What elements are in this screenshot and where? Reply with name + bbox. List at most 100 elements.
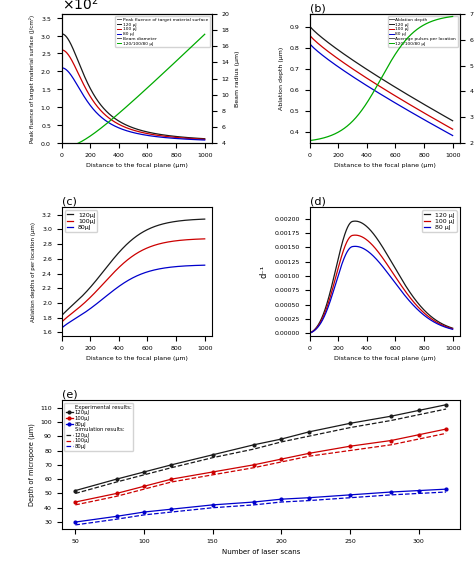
80μJ	[347, 494, 353, 501]
100 μJ	[450, 126, 456, 132]
80 μJ	[370, 252, 375, 259]
100μJ	[443, 426, 449, 432]
100 μJ	[307, 330, 312, 337]
120μJ	[306, 433, 311, 440]
120 μJ	[405, 286, 411, 293]
100μJ	[170, 238, 176, 245]
80μJ	[388, 488, 394, 495]
80μJ	[173, 263, 179, 270]
120μJ	[388, 417, 394, 424]
Line: 120 μJ: 120 μJ	[310, 221, 453, 333]
120 μJ	[202, 135, 208, 142]
120μJ	[169, 464, 174, 471]
80 μJ	[421, 116, 427, 123]
Text: (e): (e)	[62, 389, 77, 400]
120 μJ	[365, 224, 370, 230]
80μJ	[169, 509, 174, 516]
100μJ	[169, 479, 174, 486]
100 μJ	[405, 100, 410, 107]
80μJ	[416, 487, 421, 494]
100μJ	[416, 431, 421, 438]
100μJ	[278, 458, 284, 465]
80μJ	[251, 501, 257, 508]
80μJ	[59, 325, 64, 332]
120μJ	[443, 406, 449, 413]
Legend: Ablation depth, 120 μJ, 100 μJ, 80 μJ, Average pulses per location, 120/100/80 μ: Ablation depth, 120 μJ, 100 μJ, 80 μJ, A…	[388, 16, 457, 47]
Legend: 120μJ, 100μJ, 80μJ: 120μJ, 100μJ, 80μJ	[65, 211, 97, 232]
Line: 100μJ: 100μJ	[75, 434, 446, 505]
120μJ	[443, 401, 449, 408]
120 μJ	[117, 118, 122, 125]
100 μJ	[421, 109, 427, 116]
80μJ	[210, 504, 216, 511]
120μJ	[251, 441, 257, 448]
100 μJ	[450, 325, 456, 332]
120 μJ	[419, 303, 424, 310]
100μJ	[388, 437, 394, 444]
100μJ	[210, 469, 216, 475]
Line: 100μJ: 100μJ	[74, 428, 447, 503]
120μJ	[59, 312, 64, 319]
Y-axis label: Depth of micropore (μm): Depth of micropore (μm)	[28, 423, 35, 506]
120 μJ	[450, 117, 456, 124]
80 μJ	[117, 125, 122, 131]
120μJ	[347, 424, 353, 431]
100 μJ	[370, 79, 375, 85]
80 μJ	[405, 296, 411, 303]
80 μJ	[307, 330, 312, 337]
120μJ	[210, 452, 216, 458]
Line: 80 μJ: 80 μJ	[310, 246, 453, 333]
80μJ	[202, 262, 208, 269]
100μJ	[306, 450, 311, 457]
100μJ	[278, 456, 284, 462]
80μJ	[73, 521, 78, 528]
120 μJ	[321, 36, 327, 43]
80 μJ	[365, 83, 370, 89]
100 μJ	[59, 46, 64, 53]
120 μJ	[352, 218, 358, 225]
100μJ	[251, 461, 257, 468]
Legend: 120 μJ, 100 μJ, 80 μJ: 120 μJ, 100 μJ, 80 μJ	[422, 211, 456, 232]
100 μJ	[170, 134, 176, 140]
100 μJ	[405, 291, 411, 298]
120 μJ	[370, 229, 375, 236]
120 μJ	[405, 91, 410, 98]
100 μJ	[321, 45, 327, 52]
120μJ	[210, 454, 216, 461]
100μJ	[388, 441, 394, 448]
120μJ	[202, 216, 208, 222]
120 μJ	[418, 99, 424, 106]
120μJ	[114, 476, 119, 483]
Line: 120 μJ: 120 μJ	[62, 34, 205, 139]
80μJ	[141, 509, 147, 516]
80 μJ	[157, 134, 163, 140]
120μJ	[122, 243, 128, 250]
80μJ	[169, 506, 174, 513]
80μJ	[278, 496, 284, 503]
120μJ	[278, 436, 284, 443]
100μJ	[114, 490, 119, 497]
120μJ	[141, 469, 147, 475]
Line: 120 μJ: 120 μJ	[310, 26, 453, 121]
Y-axis label: d⁻¹: d⁻¹	[260, 265, 269, 278]
120 μJ	[122, 121, 128, 128]
Y-axis label: Beam radius (μm): Beam radius (μm)	[235, 50, 240, 107]
80 μJ	[173, 135, 179, 142]
100μJ	[73, 306, 79, 313]
80μJ	[114, 513, 119, 520]
80 μJ	[450, 326, 456, 333]
120μJ	[117, 248, 122, 255]
80μJ	[157, 265, 163, 272]
Text: (b): (b)	[310, 3, 325, 14]
Line: 100 μJ: 100 μJ	[62, 50, 205, 139]
100μJ	[114, 493, 119, 500]
100μJ	[443, 430, 449, 437]
Line: 120μJ: 120μJ	[75, 409, 446, 494]
120 μJ	[307, 330, 312, 337]
120 μJ	[173, 133, 179, 140]
100 μJ	[307, 32, 312, 38]
100μJ	[210, 471, 216, 478]
80 μJ	[321, 314, 327, 320]
80 μJ	[418, 114, 424, 121]
80 μJ	[421, 312, 427, 319]
